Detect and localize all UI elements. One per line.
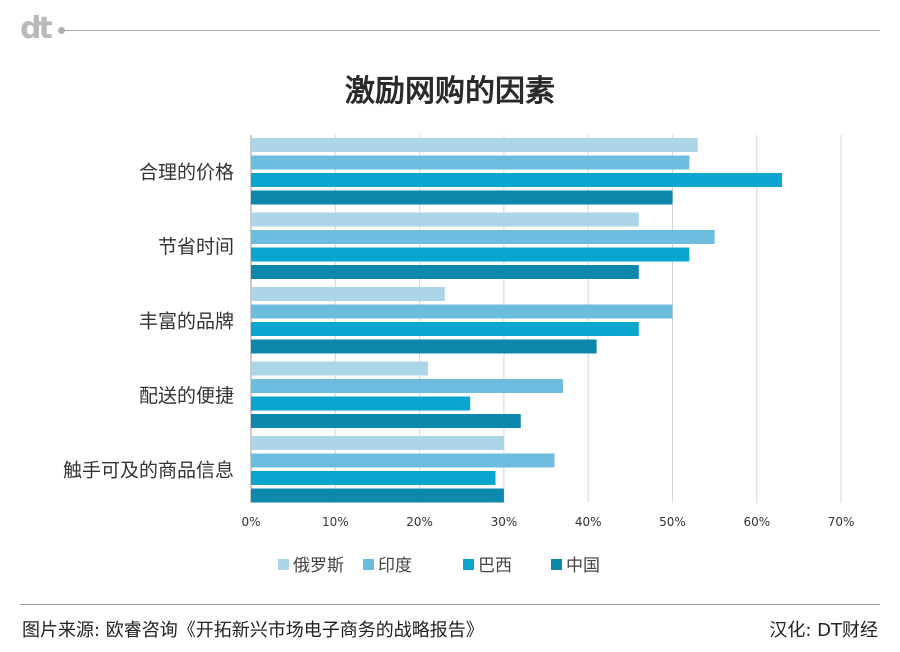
legend-swatch [278,559,289,570]
legend-label: 中国 [566,556,600,576]
bar [251,190,673,205]
bar [251,361,429,376]
dt-logo: dt [20,11,53,46]
bar [251,379,563,393]
bar [251,471,496,485]
bar [251,322,639,336]
legend-label: 巴西 [478,556,512,576]
chart-title: 激励网购的因素 [345,74,555,109]
bar [251,212,639,227]
bar [251,138,698,152]
bar [251,304,673,319]
x-tick-label: 40% [575,515,602,529]
bar [251,488,504,503]
bar [251,453,555,468]
x-tick-label: 70% [828,515,855,529]
category-label: 节省时间 [158,236,234,258]
bar [251,155,690,170]
bar [251,339,597,354]
bar [251,230,715,244]
bar [251,287,445,301]
translation-credit: 汉化: DT财经 [769,620,878,641]
legend-swatch [463,559,474,570]
header-rule-dot [58,27,65,34]
x-tick-label: 50% [659,515,686,529]
bar [251,173,783,187]
legend-label: 印度 [378,556,412,576]
header-rule [62,30,880,31]
footer-rule [20,604,880,605]
legend-label: 俄罗斯 [293,556,344,576]
x-tick-label: 60% [743,515,770,529]
legend-swatch [363,559,374,570]
x-tick-label: 20% [406,515,433,529]
source-note: 图片来源: 欧睿咨询《开拓新兴市场电子商务的战略报告》 [22,620,484,641]
legend-swatch [551,559,562,570]
category-label: 触手可及的商品信息 [63,459,234,481]
bar [251,396,471,411]
category-label: 配送的便捷 [139,385,234,407]
x-tick-label: 30% [491,515,518,529]
category-label: 合理的价格 [139,161,234,183]
bar-chart: 0% 10% 20% 30% 40% 50% 60% 70% 合理的价格节省时间丰富的品牌配送的… [63,135,855,576]
bar [251,265,639,279]
x-tick-label: 10% [322,515,349,529]
x-tick-label: 0% [241,515,260,529]
category-label: 丰富的品牌 [139,310,234,332]
bar [251,414,521,428]
bar [251,436,504,450]
bar [251,247,690,262]
